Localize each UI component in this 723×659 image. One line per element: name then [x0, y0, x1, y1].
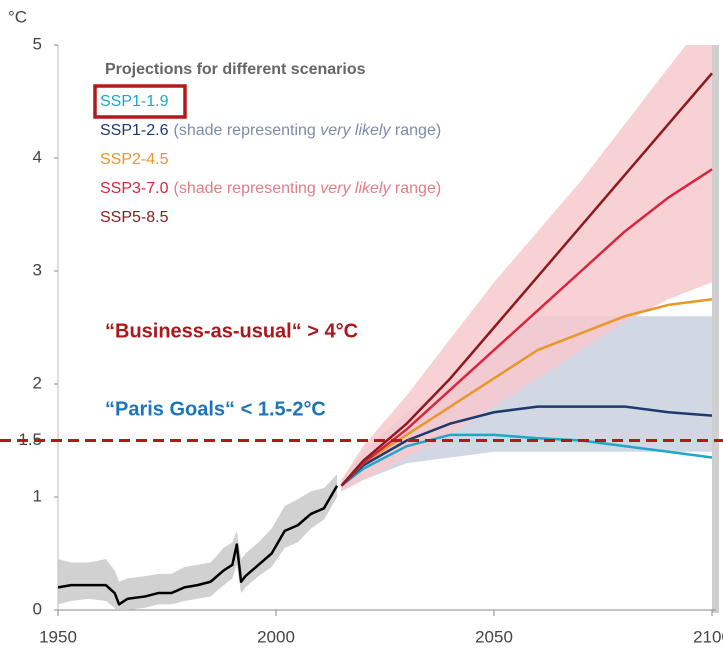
y-tick-label: 1 [33, 486, 42, 505]
x-tick-label: 1950 [39, 627, 77, 646]
legend-note: (shade representing [173, 122, 320, 139]
series-line [340, 72, 713, 487]
y-tick-label: 3 [33, 260, 42, 279]
series-line [340, 405, 713, 487]
annotation: “Paris Goals“ < 1.5-2°C [105, 398, 326, 420]
legend-label: SSP1-2.6 [100, 122, 169, 139]
annotation: “Business-as-usual“ > 4°C [105, 320, 358, 342]
x-tick-label: 2050 [475, 627, 513, 646]
highlight-box [93, 84, 187, 119]
range-band [341, 316, 712, 492]
legend-note: range) [390, 180, 441, 197]
y-tick-label: 1.5 [18, 430, 42, 449]
y-tick-label: 4 [33, 147, 42, 166]
y-tick-label: 5 [33, 34, 42, 53]
legend-label: SSP3-7.0 [100, 180, 169, 197]
y-axis-label: °C [8, 7, 27, 26]
y-tick-label: 0 [33, 599, 42, 618]
series-line [340, 433, 713, 487]
series-line [340, 168, 713, 487]
x-tick-label: 2000 [257, 627, 295, 646]
legend-label: SSP2-4.5 [100, 151, 169, 168]
legend-title: Projections for different scenarios [105, 61, 366, 78]
legend-note: range) [390, 122, 441, 139]
legend-entry: SSP5-8.5 [100, 209, 169, 226]
legend-note: very likely [320, 122, 391, 139]
plot-area [58, 45, 713, 610]
legend-entry: SSP2-4.5 [100, 151, 169, 168]
range-band [341, 45, 712, 492]
series-line [58, 485, 339, 606]
series-line [340, 298, 713, 487]
edge-bar [712, 45, 719, 613]
legend-label: SSP1-1.9 [100, 93, 169, 110]
legend-entry: SSP3-7.0 (shade representing very likely … [100, 180, 441, 197]
legend-label: SSP5-8.5 [100, 209, 169, 226]
legend-note: very likely [320, 180, 391, 197]
legend-entry: SSP1-1.9 [100, 93, 169, 110]
legend-note: (shade representing [173, 180, 320, 197]
y-tick-label: 2 [33, 373, 42, 392]
legend-entry: SSP1-2.6 (shade representing very likely … [100, 122, 441, 139]
range-band [58, 474, 338, 610]
x-tick-label: 2100 [693, 627, 723, 646]
